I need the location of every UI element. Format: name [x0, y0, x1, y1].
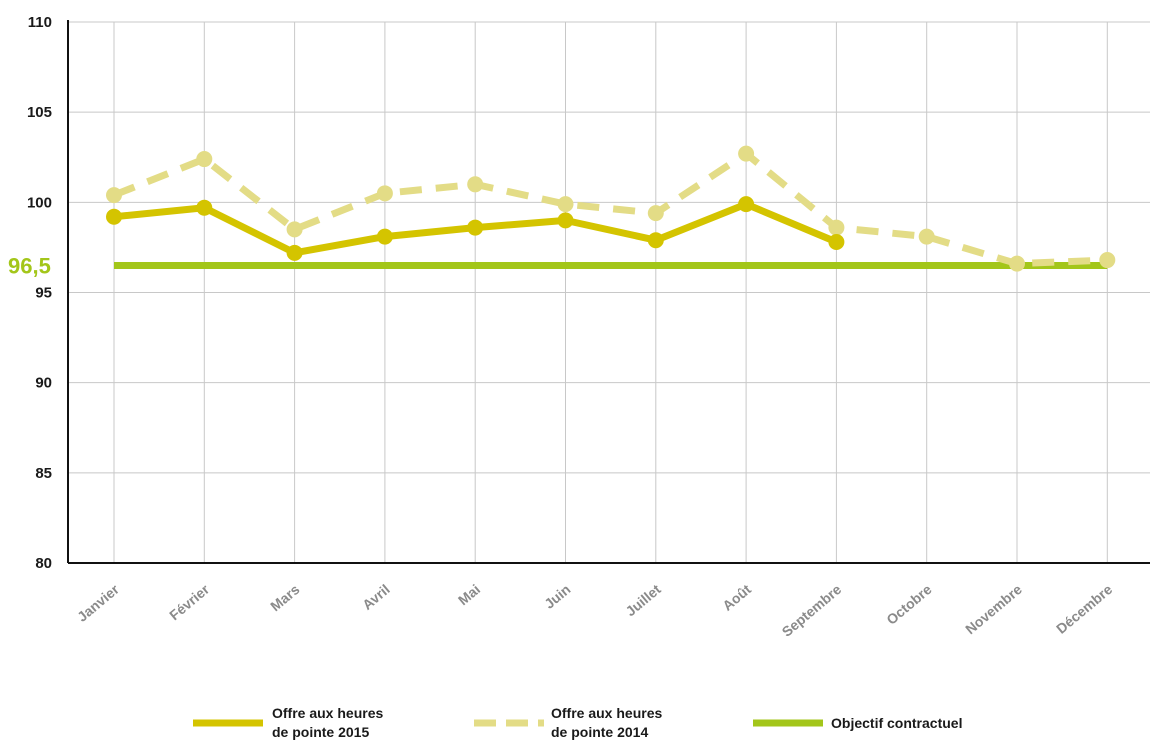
- data-point-s2014: [467, 176, 484, 193]
- data-point-s2015: [106, 208, 122, 225]
- annotations: 96,5: [8, 253, 51, 278]
- target-value-label: 96,5: [8, 253, 51, 278]
- x-tick-label: Novembre: [962, 581, 1025, 637]
- data-point-s2015: [467, 219, 484, 236]
- data-point-s2014: [557, 196, 574, 213]
- x-tick-label: Octobre: [883, 581, 935, 628]
- data-point-s2014: [828, 219, 845, 236]
- legend-label-target: Objectif contractuel: [831, 715, 962, 731]
- series-lines: [106, 145, 1116, 272]
- data-point-s2014: [376, 185, 393, 202]
- legend-label-s2014: Offre aux heures: [551, 705, 662, 721]
- data-point-s2014: [196, 151, 213, 168]
- data-point-s2014: [286, 221, 303, 238]
- x-tick-label: Août: [719, 581, 754, 614]
- data-point-s2015: [376, 228, 393, 245]
- y-tick-label: 100: [27, 194, 52, 211]
- data-point-s2014: [1099, 252, 1116, 269]
- series-line-s2014: [112, 150, 1108, 268]
- legend: Offre aux heures de pointe 2015 Offre aux …: [193, 705, 962, 740]
- y-tick-label: 95: [35, 285, 52, 302]
- y-tick-label: 80: [35, 555, 52, 572]
- data-point-s2014: [647, 205, 664, 222]
- y-tick-label: 85: [35, 465, 52, 482]
- data-point-s2014: [738, 145, 755, 162]
- y-tick-label: 90: [35, 375, 52, 392]
- x-tick-label: Avril: [359, 581, 393, 613]
- legend-label-s2014: de pointe 2014: [551, 724, 648, 740]
- y-axis-ticks: 80 85 90 95 100 105 110: [27, 14, 52, 572]
- grid-lines: [68, 21, 1150, 563]
- data-point-s2015: [286, 244, 303, 261]
- x-tick-label: Mars: [267, 581, 302, 614]
- data-point-s2014: [106, 187, 122, 204]
- legend-label-s2015: Offre aux heures: [272, 705, 383, 721]
- x-tick-label: Janvier: [74, 581, 122, 625]
- y-tick-label: 110: [28, 14, 52, 31]
- x-tick-label: Décembre: [1053, 581, 1115, 637]
- x-tick-label: Septembre: [779, 581, 845, 640]
- data-point-s2014: [918, 228, 935, 245]
- x-tick-label: Juin: [541, 581, 573, 612]
- data-point-s2014: [1009, 255, 1025, 272]
- data-point-s2015: [647, 232, 664, 249]
- data-point-s2015: [196, 199, 213, 216]
- axes: [67, 20, 1150, 564]
- data-point-s2015: [738, 196, 755, 213]
- legend-label-s2015: de pointe 2015: [272, 724, 369, 740]
- data-point-s2015: [557, 212, 574, 229]
- x-tick-label: Juillet: [622, 581, 664, 619]
- y-tick-label: 105: [27, 104, 52, 121]
- data-point-s2015: [828, 234, 845, 251]
- x-tick-label: Mai: [455, 581, 483, 608]
- x-axis-ticks: Janvier Février Mars Avril Mai Juin Juillet Aoû…: [74, 581, 1115, 640]
- x-tick-label: Février: [166, 581, 212, 624]
